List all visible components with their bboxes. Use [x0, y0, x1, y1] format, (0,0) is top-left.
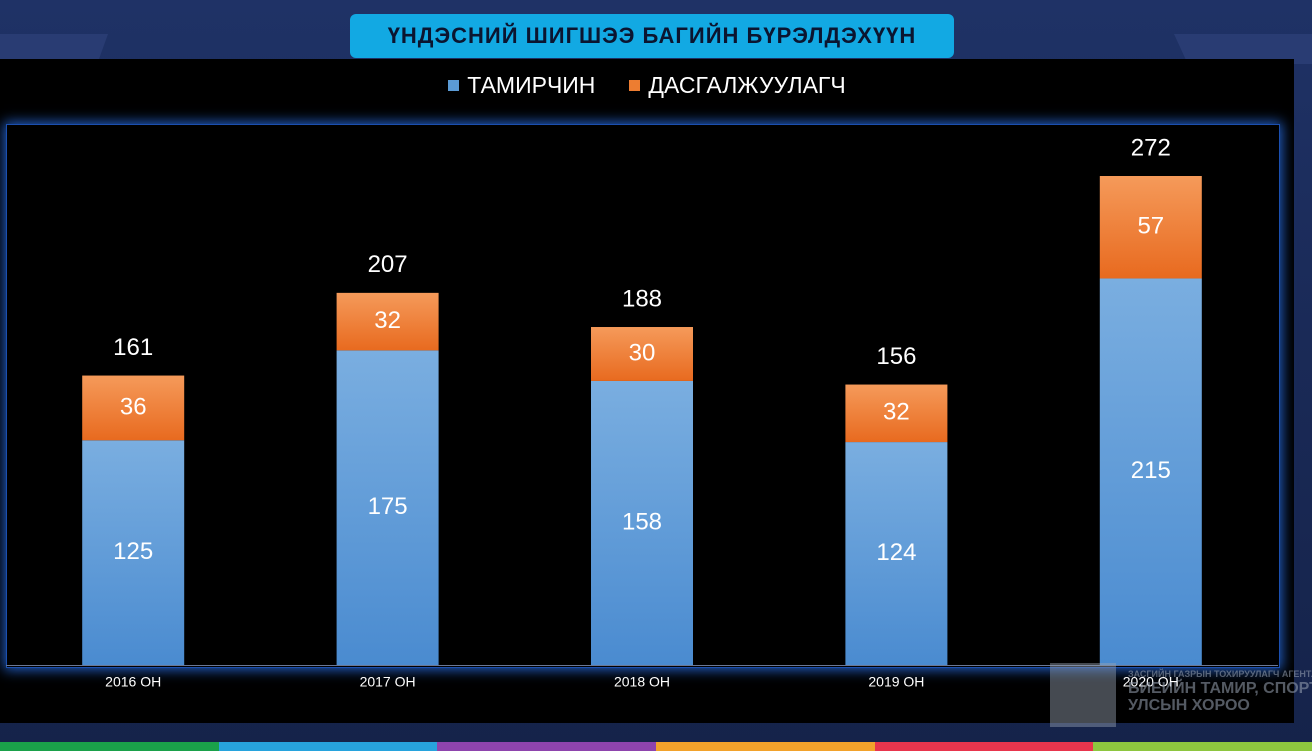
data-label-athlete-3: 158 [622, 508, 662, 535]
data-label-coach-2: 32 [374, 307, 401, 334]
bar-athlete-3 [591, 380, 693, 665]
agency-small-text: ЗАСГИЙН ГАЗРЫН ТОХИРУУЛАГЧ АГЕНТЛАГ [1128, 669, 1312, 679]
legend-label-coach: ДАСГАЛЖУУЛАГЧ [648, 71, 846, 98]
legend-swatch-athlete [448, 79, 460, 91]
color-stripe-2 [218, 742, 438, 751]
data-label-total-3: 188 [622, 285, 662, 312]
data-label-total-4: 156 [876, 343, 916, 370]
x-tick-label-1: 2016 ОН [105, 674, 161, 690]
data-label-athlete-2: 175 [368, 493, 408, 520]
data-label-coach-5: 57 [1137, 213, 1164, 240]
slide-title: ҮНДЭСНИЙ ШИГШЭЭ БАГИЙН БҮРЭЛДЭХҮҮН [350, 14, 954, 58]
bar-athlete-5 [1099, 278, 1202, 665]
color-stripe-bar [0, 742, 1312, 751]
x-tick-label-2: 2017 ОН [360, 674, 416, 690]
color-stripe-1 [0, 742, 219, 751]
data-label-total-2: 207 [368, 251, 408, 278]
x-tick-label-5: 2020 ОН [1123, 674, 1179, 690]
data-label-athlete-4: 124 [876, 539, 916, 566]
data-label-athlete-1: 125 [113, 538, 153, 565]
color-stripe-6 [1093, 742, 1312, 751]
bar-athlete-2 [336, 350, 439, 665]
data-label-athlete-5: 215 [1131, 457, 1171, 484]
data-label-coach-3: 30 [629, 339, 656, 366]
bar-coach-2 [336, 292, 439, 351]
agency-name-line2: УЛСЫН ХОРОО [1128, 697, 1250, 715]
color-stripe-3 [437, 742, 657, 751]
bar-coach-5 [1099, 176, 1202, 279]
legend-swatch-coach [629, 79, 641, 91]
data-label-coach-1: 36 [120, 393, 147, 420]
government-seal-logo [1050, 663, 1116, 727]
legend-label-athlete: ТАМИРЧИН [467, 71, 596, 98]
data-label-coach-4: 32 [883, 399, 910, 426]
bar-coach-4 [845, 384, 948, 443]
chart-legend: ТАМИРЧИН ДАСГАЛЖУУЛАГЧ [0, 70, 1294, 100]
x-tick-label-4: 2019 ОН [868, 674, 924, 690]
agency-watermark: ЗАСГИЙН ГАЗРЫН ТОХИРУУЛАГЧ АГЕНТЛАГ БИЕИ… [1128, 669, 1312, 715]
x-tick-label-3: 2018 ОН [614, 674, 670, 690]
color-stripe-4 [656, 742, 875, 751]
data-label-total-1: 161 [113, 334, 153, 361]
bar-athlete-4 [845, 442, 948, 665]
color-stripe-5 [874, 742, 1094, 751]
legend-item-athlete: ТАМИРЧИН [448, 72, 595, 99]
agency-name-line1: БИЕИЙН ТАМИР, СПОРТЫН [1128, 679, 1312, 697]
data-label-total-5: 272 [1131, 134, 1171, 161]
bar-coach-3 [591, 327, 693, 381]
bar-athlete-1 [82, 440, 185, 665]
bar-coach-1 [82, 375, 185, 441]
legend-item-coach: ДАСГАЛЖУУЛАГЧ [629, 71, 846, 99]
